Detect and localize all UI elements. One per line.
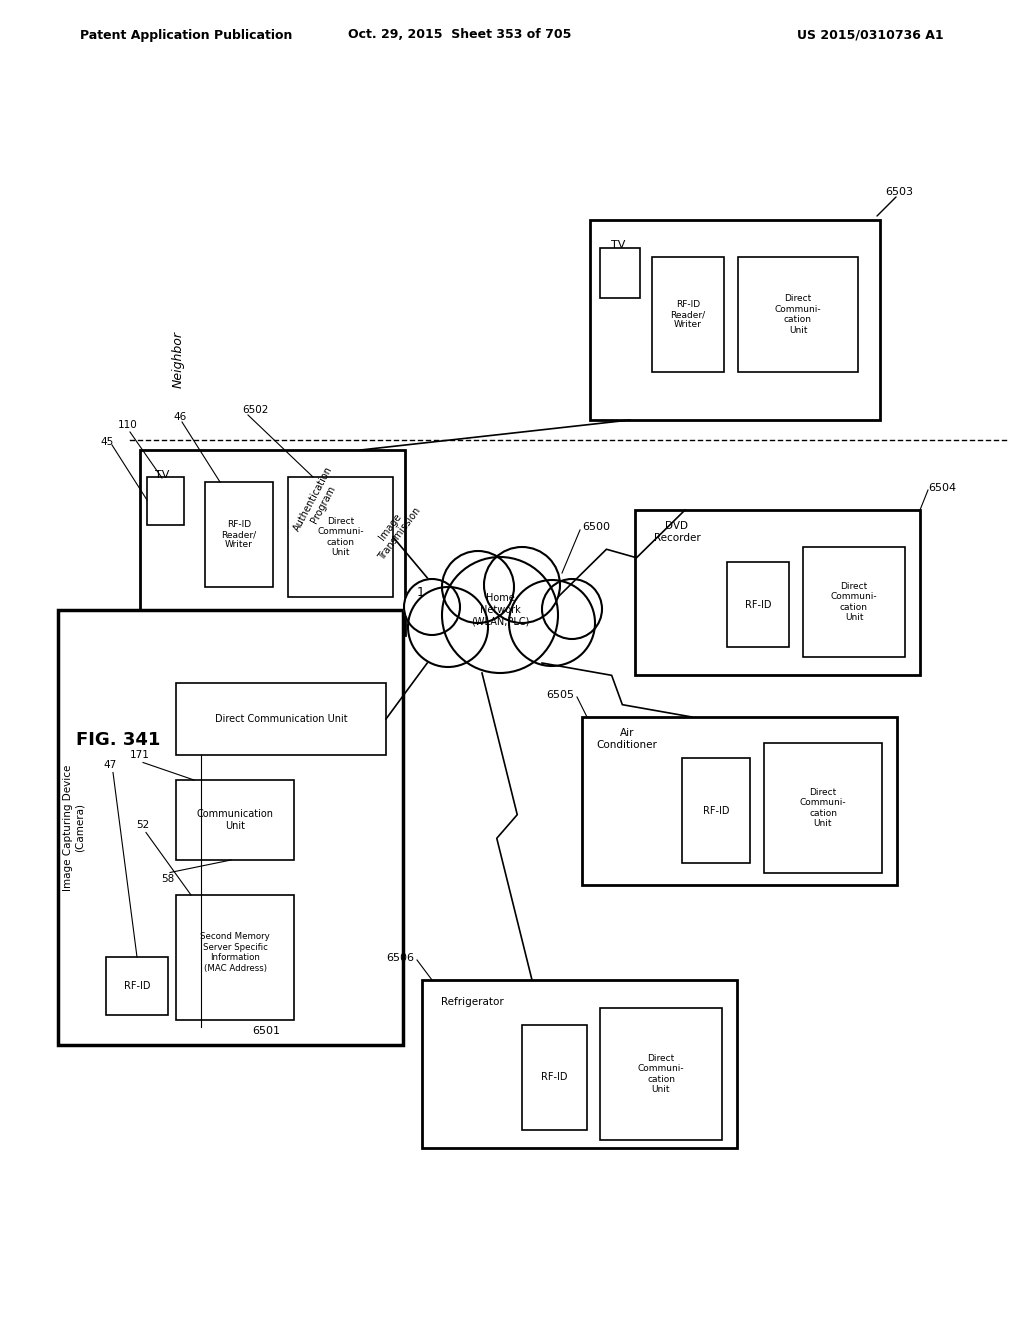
Bar <box>590 220 880 420</box>
Text: 46: 46 <box>173 412 186 422</box>
Text: TV: TV <box>610 240 626 249</box>
Text: 45: 45 <box>100 437 114 447</box>
Bar <box>682 758 750 863</box>
Text: Direct
Communi-
cation
Unit: Direct Communi- cation Unit <box>638 1053 684 1094</box>
Text: Second Memory
Server Specific
Information
(MAC Address): Second Memory Server Specific Informatio… <box>200 932 270 973</box>
Text: 58: 58 <box>162 874 175 884</box>
Text: Refrigerator: Refrigerator <box>440 997 504 1007</box>
Bar <box>205 482 273 587</box>
Circle shape <box>408 587 488 667</box>
Text: RF-ID: RF-ID <box>702 805 729 816</box>
Circle shape <box>442 557 558 673</box>
Text: RF-ID: RF-ID <box>744 599 771 610</box>
Circle shape <box>509 579 595 667</box>
Bar <box>727 562 790 647</box>
Text: 6506: 6506 <box>386 953 414 964</box>
Text: Oct. 29, 2015  Sheet 353 of 705: Oct. 29, 2015 Sheet 353 of 705 <box>348 29 571 41</box>
Bar <box>176 780 294 861</box>
Text: Direct
Communi-
cation
Unit: Direct Communi- cation Unit <box>800 788 846 828</box>
Text: 47: 47 <box>103 760 117 771</box>
Text: 6500: 6500 <box>582 521 610 532</box>
Bar <box>652 257 724 372</box>
Bar <box>764 743 882 873</box>
Bar <box>422 979 737 1148</box>
Text: DVD
Recorder: DVD Recorder <box>653 521 700 543</box>
Bar <box>738 257 858 372</box>
Text: Direct
Communi-
cation
Unit: Direct Communi- cation Unit <box>317 517 364 557</box>
Text: 6502: 6502 <box>242 405 268 414</box>
Text: Image Capturing Device
(Camera): Image Capturing Device (Camera) <box>63 764 85 891</box>
Bar <box>582 717 897 884</box>
Bar <box>803 546 905 657</box>
Text: Air
Conditioner: Air Conditioner <box>597 729 657 750</box>
Text: 52: 52 <box>136 821 150 830</box>
Bar <box>140 450 406 635</box>
Circle shape <box>442 550 514 623</box>
Bar <box>147 477 184 525</box>
Circle shape <box>484 546 560 623</box>
Text: RF-ID: RF-ID <box>542 1072 567 1082</box>
Bar <box>106 957 168 1015</box>
Text: Communication
Unit: Communication Unit <box>197 809 273 830</box>
Text: 6503: 6503 <box>885 187 913 197</box>
Text: Image
Transmission: Image Transmission <box>368 498 423 562</box>
Bar <box>176 895 294 1020</box>
Text: Home
Network
(WLAN,PLC): Home Network (WLAN,PLC) <box>471 594 529 627</box>
Text: 1: 1 <box>417 586 425 598</box>
Text: 6505: 6505 <box>546 690 574 700</box>
Bar <box>58 610 403 1045</box>
Text: Direct
Communi-
cation
Unit: Direct Communi- cation Unit <box>830 582 878 622</box>
Circle shape <box>542 579 602 639</box>
Circle shape <box>404 579 460 635</box>
Text: 110: 110 <box>118 420 138 430</box>
Text: TV: TV <box>155 470 169 480</box>
Text: 6504: 6504 <box>928 483 956 492</box>
Bar <box>600 1008 722 1140</box>
Text: Authentication
Program: Authentication Program <box>292 465 344 539</box>
Bar <box>176 682 386 755</box>
Text: Direct Communication Unit: Direct Communication Unit <box>215 714 347 723</box>
Text: RF-ID
Reader/
Writer: RF-ID Reader/ Writer <box>221 520 257 549</box>
Text: FIG. 341: FIG. 341 <box>76 731 160 748</box>
Text: RF-ID: RF-ID <box>124 981 151 991</box>
Text: Direct
Communi-
cation
Unit: Direct Communi- cation Unit <box>775 294 821 334</box>
Text: Patent Application Publication: Patent Application Publication <box>80 29 293 41</box>
Text: Neighbor: Neighbor <box>171 331 184 388</box>
Bar <box>600 248 640 298</box>
Text: US 2015/0310736 A1: US 2015/0310736 A1 <box>797 29 943 41</box>
Text: 171: 171 <box>130 751 150 760</box>
Bar <box>288 477 393 597</box>
Text: 6501: 6501 <box>252 1026 280 1036</box>
Bar <box>635 510 920 675</box>
Text: RF-ID
Reader/
Writer: RF-ID Reader/ Writer <box>671 300 706 330</box>
Bar <box>522 1026 587 1130</box>
